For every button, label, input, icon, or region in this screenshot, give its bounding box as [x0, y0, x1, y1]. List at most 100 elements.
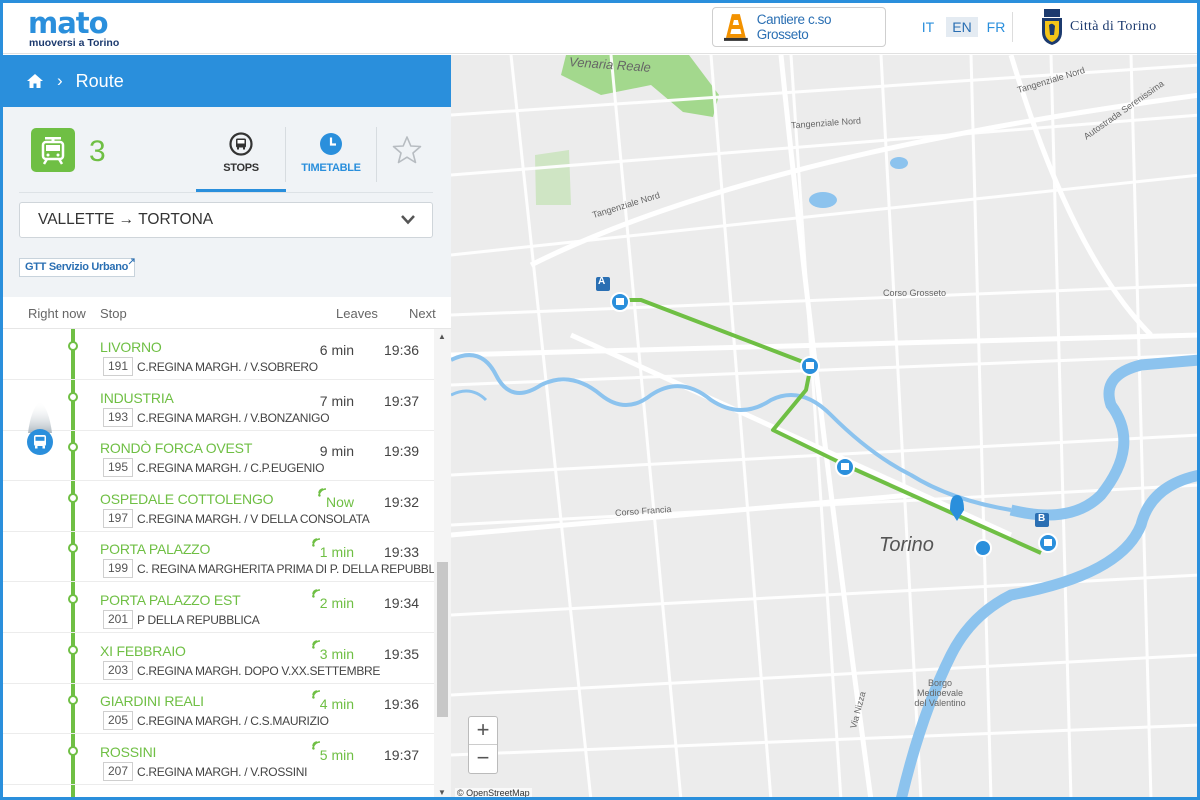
stop-leaves: 5 min: [311, 740, 354, 763]
lang-en[interactable]: EN: [946, 17, 978, 37]
stop-name[interactable]: RONDÒ FORCA OVEST: [100, 440, 253, 457]
stop-dot: [68, 594, 78, 604]
col-next: Next: [409, 306, 436, 321]
traffic-cone-icon: [723, 14, 748, 41]
stop-dot: [68, 341, 78, 351]
lang-fr[interactable]: FR: [986, 19, 1006, 35]
list-item[interactable]: INDUSTRIA 193 C.REGINA MARGH. / V.BONZANIG…: [0, 380, 434, 431]
realtime-signal-icon: [311, 639, 320, 649]
map-attribution[interactable]: © OpenStreetMap: [455, 788, 532, 798]
notice-label: Cantiere c.so Grosseto: [756, 12, 832, 42]
map-label-borgo: Borgo Medioevale del Valentino: [914, 678, 966, 708]
stop-name[interactable]: INDUSTRIA: [100, 389, 174, 406]
stop-name[interactable]: GIARDINI REALI: [100, 693, 204, 710]
favorite-star-icon[interactable]: [392, 135, 422, 165]
stop-code: 193: [103, 407, 134, 427]
zoom-in-button[interactable]: +: [469, 717, 497, 745]
stop-dot: [68, 644, 78, 655]
stop-name[interactable]: ROSSINI: [100, 743, 157, 760]
operator-link[interactable]: GTT Servizio Urbano: [19, 258, 136, 277]
stop-leaves: 6 min: [320, 342, 354, 358]
realtime-signal-icon: [311, 740, 320, 750]
lang-it[interactable]: IT: [921, 19, 935, 35]
realtime-signal-icon: [311, 538, 320, 548]
city-crest-icon: [1042, 9, 1062, 45]
leaves-value: 7 min: [319, 392, 354, 409]
list-item[interactable]: PORTA PALAZZO EST 201 P DELLA REPUBBLICA 2 …: [0, 582, 434, 633]
list-item[interactable]: RONDÒ FORCA OVEST 195 C.REGINA MARGH. / C.…: [0, 430, 434, 482]
stop-next-time: 19:35: [384, 645, 420, 662]
chevron-right-icon: ›: [57, 71, 63, 90]
list-item[interactable]: XI FEBBRAIO 203 C.REGINA MARGH. DOPO V.XX.…: [0, 633, 434, 684]
col-stop: Stop: [100, 306, 127, 321]
list-item[interactable]: OSPEDALE COTTOLENGO 197 C.REGINA MARGH. / …: [0, 481, 434, 532]
tab-timetable[interactable]: TIMETABLE: [286, 127, 376, 192]
stop-code: 199: [103, 559, 134, 579]
mato-logo[interactable]: mato muoversi a Torino: [28, 6, 128, 50]
scrollbar-thumb[interactable]: [437, 562, 448, 717]
stop-dot: [68, 391, 78, 402]
scroll-up-arrow-icon[interactable]: ▲: [438, 332, 446, 341]
stop-dot: [68, 492, 78, 503]
top-header: mato muoversi a Torino Cantiere c.so Gro…: [0, 0, 1200, 54]
map-marker-end: B: [1038, 513, 1046, 524]
stop-next-time: 19:36: [384, 342, 420, 358]
stop-leaves: 9 min: [320, 443, 354, 459]
stops-table-header: Right now Stop Leaves Next: [0, 297, 451, 329]
col-leaves: Leaves: [336, 306, 378, 321]
realtime-signal-icon: [318, 487, 327, 497]
stop-name[interactable]: PORTA PALAZZO: [100, 541, 211, 558]
stop-dot: [68, 695, 78, 706]
list-item[interactable]: GIARDINI REALI 205 C.REGINA MARGH. / C.S.M…: [0, 683, 434, 735]
city-name: Città di Torino: [1070, 19, 1157, 34]
stop-next-time: 19:33: [384, 544, 420, 561]
stop-name[interactable]: LIVORNO: [100, 339, 162, 355]
stop-name[interactable]: OSPEDALE COTTOLENGO: [100, 490, 274, 507]
stop-code: 195: [103, 458, 134, 478]
list-item[interactable]: ROSSINI 207 C.REGINA MARGH. / V.ROSSINI 5 m…: [0, 734, 434, 785]
notice-button[interactable]: Cantiere c.so Grosseto: [712, 7, 886, 47]
direction-select[interactable]: VALLETTE → TORTONA: [19, 202, 433, 238]
scroll-down-arrow-icon[interactable]: ▼: [438, 788, 446, 797]
stop-dot: [68, 543, 78, 554]
bus-stop-icon: [229, 132, 253, 156]
stop-next-time: 19:32: [384, 493, 420, 510]
tab-separator: [376, 127, 377, 182]
leaves-value: 3 min: [319, 645, 354, 662]
leaves-value: 9 min: [319, 443, 354, 460]
direction-value: VALLETTE → TORTONA: [38, 211, 214, 228]
stop-code: 197: [103, 508, 134, 528]
stop-name[interactable]: XI FEBBRAIO: [100, 642, 186, 659]
stop-address: P DELLA REPUBBLICA: [137, 613, 260, 627]
stop-address: C.REGINA MARGH. / V.ROSSINI: [137, 764, 308, 779]
stop-code: 207: [103, 761, 134, 781]
breadcrumb: › Route: [0, 55, 451, 107]
stop-next-time: 19:37: [384, 746, 420, 763]
route-map[interactable]: Venaria Reale Tangenziale Nord Tangenzia…: [451, 55, 1200, 800]
stop-code: 201: [103, 610, 134, 629]
stop-address: C.REGINA MARGH. / V DELLA CONSOLATA: [137, 511, 370, 526]
leaves-value: 5 min: [319, 746, 354, 763]
stop-address: C. REGINA MARGHERITA PRIMA DI P. DELLA R…: [137, 562, 451, 577]
tab-separator: [285, 127, 286, 182]
stop-name[interactable]: PORTA PALAZZO EST: [100, 592, 241, 608]
list-item[interactable]: LIVORNO 191 C.REGINA MARGH. / V.SOBRERO 6 m…: [0, 329, 434, 380]
route-info-panel: 3 STOPS TIMETABLE VALLETTE → TORTONA GTT…: [0, 107, 451, 297]
home-icon[interactable]: [27, 74, 43, 88]
stop-address: C.REGINA MARGH. / C.P.EUGENIO: [137, 461, 325, 476]
map-label-city: Torino: [879, 534, 934, 556]
stop-address: C.REGINA MARGH. / V.SOBRERO: [137, 360, 318, 374]
stop-code: 191: [103, 357, 134, 376]
tab-timetable-label: TIMETABLE: [301, 162, 361, 174]
leaves-value: 4 min: [319, 696, 354, 713]
divider: [19, 192, 433, 193]
breadcrumb-current: Route: [75, 70, 124, 91]
tab-stops-label: STOPS: [223, 162, 259, 174]
stop-leaves: 2 min: [311, 589, 354, 611]
zoom-out-button[interactable]: −: [476, 745, 490, 770]
city-logo[interactable]: Città di Torino: [1040, 8, 1156, 46]
tab-stops[interactable]: STOPS: [196, 127, 286, 192]
list-item[interactable]: PORTA PALAZZO 199 C. REGINA MARGHERITA PRI…: [0, 531, 451, 583]
external-link-icon: [128, 258, 135, 265]
logo-wordmark: mato: [28, 6, 109, 40]
